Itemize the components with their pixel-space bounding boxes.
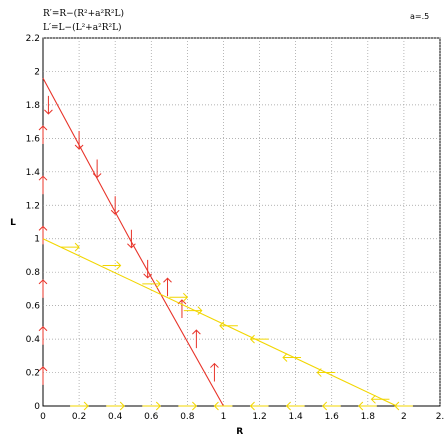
y-tick-label: 1.2 bbox=[26, 201, 40, 211]
direction-arrow bbox=[38, 175, 48, 195]
x-tick-label: 1.2 bbox=[252, 412, 266, 422]
y-tick-label: 0.6 bbox=[26, 302, 41, 312]
direction-arrow bbox=[142, 401, 161, 411]
direction-arrow bbox=[219, 321, 238, 331]
y-tick-label: 2.2 bbox=[26, 34, 40, 44]
direction-arrow bbox=[249, 401, 269, 411]
x-axis-label: R bbox=[236, 427, 243, 437]
nullcline-line bbox=[42, 77, 224, 407]
direction-arrow bbox=[44, 95, 53, 115]
y-tick-label: 1.4 bbox=[26, 168, 41, 178]
x-tick-label: 0 bbox=[40, 412, 46, 422]
direction-arrow bbox=[102, 261, 122, 270]
plot-frame bbox=[42, 37, 441, 407]
direction-arrow bbox=[163, 277, 172, 297]
direction-arrow bbox=[394, 401, 413, 411]
x-tick-label: 0.8 bbox=[180, 412, 195, 422]
direction-arrow bbox=[38, 225, 48, 245]
x-tick-label: 2 bbox=[401, 412, 407, 422]
y-tick-label: 0.8 bbox=[26, 268, 41, 278]
direction-arrow bbox=[169, 292, 189, 302]
r-nullcline-equation: R′=R−(R²+a²R²L) bbox=[43, 9, 124, 19]
direction-arrow bbox=[249, 334, 269, 344]
direction-arrow bbox=[285, 401, 305, 411]
direction-arrow bbox=[143, 259, 153, 279]
direction-arrow bbox=[38, 279, 48, 298]
y-tick-label: 0.2 bbox=[26, 369, 40, 379]
direction-arrow bbox=[282, 353, 302, 362]
x-tick-label: 1.8 bbox=[361, 412, 376, 422]
y-axis-label: L bbox=[10, 218, 16, 228]
y-tick-label: 2 bbox=[34, 67, 40, 77]
direction-arrow bbox=[38, 125, 48, 145]
x-tick-label: 1.6 bbox=[325, 412, 340, 422]
x-tick-label: 0.2 bbox=[72, 412, 86, 422]
direction-arrow bbox=[38, 326, 48, 345]
direction-arrow bbox=[92, 159, 102, 179]
direction-arrow bbox=[183, 306, 203, 316]
direction-arrow bbox=[178, 401, 198, 411]
direction-arrow bbox=[210, 362, 219, 382]
x-tick-label: 1 bbox=[221, 412, 227, 422]
y-tick-label: 0 bbox=[34, 402, 40, 412]
direction-arrow bbox=[110, 196, 120, 215]
x-tick-label: 0.6 bbox=[144, 412, 159, 422]
direction-arrow bbox=[322, 401, 341, 411]
direction-arrow bbox=[192, 329, 201, 349]
y-tick-label: 1.8 bbox=[26, 101, 41, 111]
parameter-label: a=.5 bbox=[410, 12, 430, 21]
direction-arrow bbox=[70, 401, 89, 411]
direction-arrow bbox=[61, 242, 80, 252]
y-tick-label: 0.4 bbox=[26, 335, 41, 345]
direction-arrow bbox=[38, 366, 48, 385]
x-tick-label: 1.4 bbox=[288, 412, 303, 422]
direction-arrow bbox=[127, 229, 136, 249]
direction-arrow bbox=[370, 394, 390, 404]
nullcline-line bbox=[42, 238, 397, 407]
direction-arrow bbox=[213, 401, 233, 411]
l-nullcline-equation: L′=L−(L²+a²R²L) bbox=[43, 23, 122, 33]
x-tick-label: 2. bbox=[436, 412, 445, 422]
direction-arrow bbox=[316, 368, 336, 377]
direction-arrow bbox=[74, 131, 84, 150]
y-tick-label: 1.6 bbox=[26, 134, 41, 144]
y-tick-label: 1 bbox=[34, 235, 40, 245]
direction-arrow bbox=[106, 401, 125, 411]
direction-arrow bbox=[142, 279, 161, 289]
direction-arrow bbox=[358, 401, 377, 411]
x-tick-label: 0.4 bbox=[108, 412, 123, 422]
